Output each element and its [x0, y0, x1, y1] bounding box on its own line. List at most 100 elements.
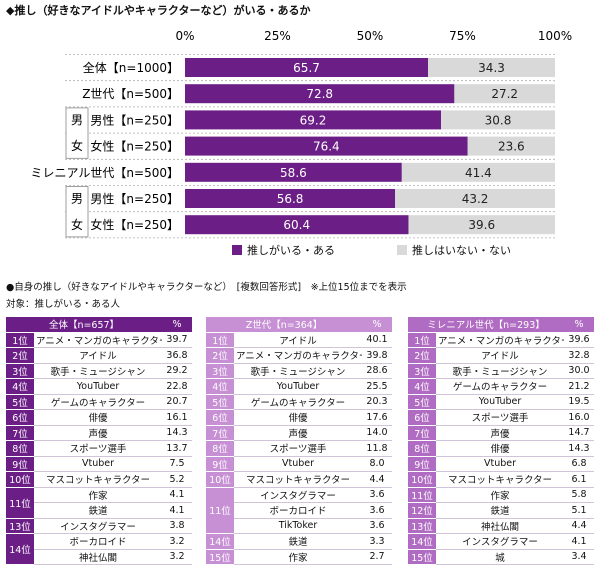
table-row: 15位 作家 2.7 — [206, 549, 392, 565]
item-cell: アニメ・マンガのキャラクター — [234, 347, 362, 364]
pct-cell: 8.0 — [362, 456, 392, 472]
pct-cell: 29.2 — [162, 363, 192, 379]
x-tick-label: 100% — [538, 29, 572, 43]
table-row: 9位 Vtuber 8.0 — [206, 456, 392, 472]
pct-cell: 21.2 — [564, 378, 594, 395]
bar-none — [408, 215, 555, 235]
item-cell: ゲームのキャラクター — [234, 394, 362, 410]
item-cell: 作家 — [34, 487, 162, 503]
bar-have — [185, 84, 455, 104]
pct-cell: 3.3 — [362, 533, 392, 550]
bar-label-none: 39.6 — [468, 218, 495, 232]
rank-cell: 14位 — [206, 533, 234, 550]
item-cell: TikToker — [234, 518, 362, 534]
item-cell: 鉄道 — [34, 502, 162, 519]
pct-cell: 3.6 — [362, 487, 392, 503]
bar-label-have: 76.4 — [313, 140, 340, 154]
table-row: 10位 マスコットキャラクター 4.4 — [206, 471, 392, 488]
item-cell: 俳優 — [34, 409, 162, 426]
pct-cell: 20.7 — [162, 394, 192, 410]
rank-cell: 9位 — [6, 456, 34, 472]
rank-cell: 13位 — [6, 518, 34, 534]
item-cell: アイドル — [34, 347, 162, 364]
item-cell: アニメ・マンガのキャラクター — [34, 332, 162, 348]
pct-cell: 25.5 — [362, 378, 392, 395]
rank-cell: 11位 — [206, 487, 234, 534]
bar-label-have: 58.6 — [280, 166, 307, 180]
table-row: 10位 マスコットキャラクター 5.2 — [6, 471, 192, 488]
table-row: 15位城 3.4 — [408, 549, 594, 565]
pct-cell: 3.2 — [162, 533, 192, 550]
pct-cell: 13.7 — [162, 440, 192, 457]
table-row: 4位 ゲームのキャラクター 21.2 — [408, 378, 594, 395]
bar-label-none: 30.8 — [485, 113, 512, 127]
pct-cell: 28.6 — [362, 363, 392, 379]
pct-cell: 7.5 — [162, 456, 192, 472]
bar-label-have: 69.2 — [300, 113, 327, 127]
bar-have — [185, 136, 468, 156]
item-cell: 俳優 — [234, 409, 362, 426]
bar-none — [428, 58, 555, 77]
ranking-table-millennial: ミレニアル世代【n=293】% 1位 アニメ・マンガのキャラクター 39.6 2位 アイド… — [408, 317, 594, 565]
category-label: Z世代【n=500】 — [82, 87, 179, 101]
pct-cell: 39.6 — [564, 332, 594, 348]
table-row: 7位 声優 14.3 — [6, 425, 192, 441]
category-label: 全体【n=1000】 — [83, 60, 179, 75]
table-row: 13位 神社仏閣 4.4 — [408, 518, 594, 534]
rank-cell: 6位 — [206, 409, 234, 426]
rank-cell: 15位 — [408, 549, 436, 565]
legend-item-none: 推しはいない・ない — [397, 242, 511, 258]
item-cell: スポーツ選手 — [436, 409, 564, 426]
table-row: ボーカロイド 3.6 — [206, 502, 392, 519]
bar-label-have: 60.4 — [283, 218, 310, 232]
item-cell: YouTuber — [234, 378, 362, 395]
rank-cell: 6位 — [6, 409, 34, 426]
pct-cell: 32.8 — [564, 347, 594, 364]
table-pct-header: % — [162, 317, 192, 333]
group-label-char: 女 — [71, 217, 83, 232]
item-cell: アイドル — [234, 332, 362, 348]
table-row: 8位 スポーツ選手 11.8 — [206, 440, 392, 457]
legend-label-have: 推しがいる・ある — [247, 244, 335, 257]
rank-cell: 12位 — [408, 502, 436, 519]
item-cell: 声優 — [34, 425, 162, 441]
item-cell: 神社仏閣 — [436, 518, 564, 534]
bar-none — [454, 84, 555, 104]
pct-cell: 6.1 — [564, 471, 594, 488]
item-cell: YouTuber — [436, 394, 564, 410]
item-cell: 歌手・ミュージシャン — [234, 363, 362, 379]
table-row: 6位 俳優 17.6 — [206, 409, 392, 426]
table-row: 2位 アニメ・マンガのキャラクター 39.8 — [206, 347, 392, 364]
table-row: 11位 作家 4.1 — [6, 487, 192, 519]
rank-cell: 13位 — [408, 518, 436, 534]
section-target: 対象：推しがいる・ある人 — [6, 299, 121, 310]
table-row: 4位 YouTuber 25.5 — [206, 378, 392, 395]
x-tick-label: 75% — [449, 29, 476, 43]
item-cell: スポーツ選手 — [34, 440, 162, 457]
item-cell: 作家 — [436, 487, 564, 503]
rank-cell: 4位 — [408, 378, 436, 395]
pct-cell: 17.6 — [362, 409, 392, 426]
table-row: 14位 ボーカロイド 3.2 — [6, 533, 192, 565]
group-box — [65, 107, 89, 159]
rank-cell: 4位 — [6, 378, 34, 395]
item-cell: マスコットキャラクター — [436, 471, 564, 488]
table-row: 5位 ゲームのキャラクター 20.7 — [6, 394, 192, 410]
rank-cell: 8位 — [408, 440, 436, 457]
table-row: 5位 ゲームのキャラクター 20.3 — [206, 394, 392, 410]
table-header: 全体【n=657】 — [6, 317, 162, 333]
table-row: 3位 歌手・ミュージシャン 30.0 — [408, 363, 594, 379]
rank-cell: 11位 — [408, 487, 436, 503]
table-header-row: Z世代【n=364】% — [206, 317, 392, 333]
rank-cell: 4位 — [206, 378, 234, 395]
rank-cell: 2位 — [6, 347, 34, 364]
pct-cell: 5.2 — [162, 471, 192, 488]
item-cell: Vtuber — [436, 456, 564, 472]
item-cell: 歌手・ミュージシャン — [34, 363, 162, 379]
legend-item-have: 推しがいる・ある — [232, 242, 335, 258]
table-row: 3位 歌手・ミュージシャン 28.6 — [206, 363, 392, 379]
item-cell: ゲームのキャラクター — [34, 394, 162, 410]
bar-label-none: 43.2 — [462, 192, 489, 206]
legend-swatch-none — [397, 245, 407, 255]
pct-cell: 4.1 — [162, 502, 192, 519]
